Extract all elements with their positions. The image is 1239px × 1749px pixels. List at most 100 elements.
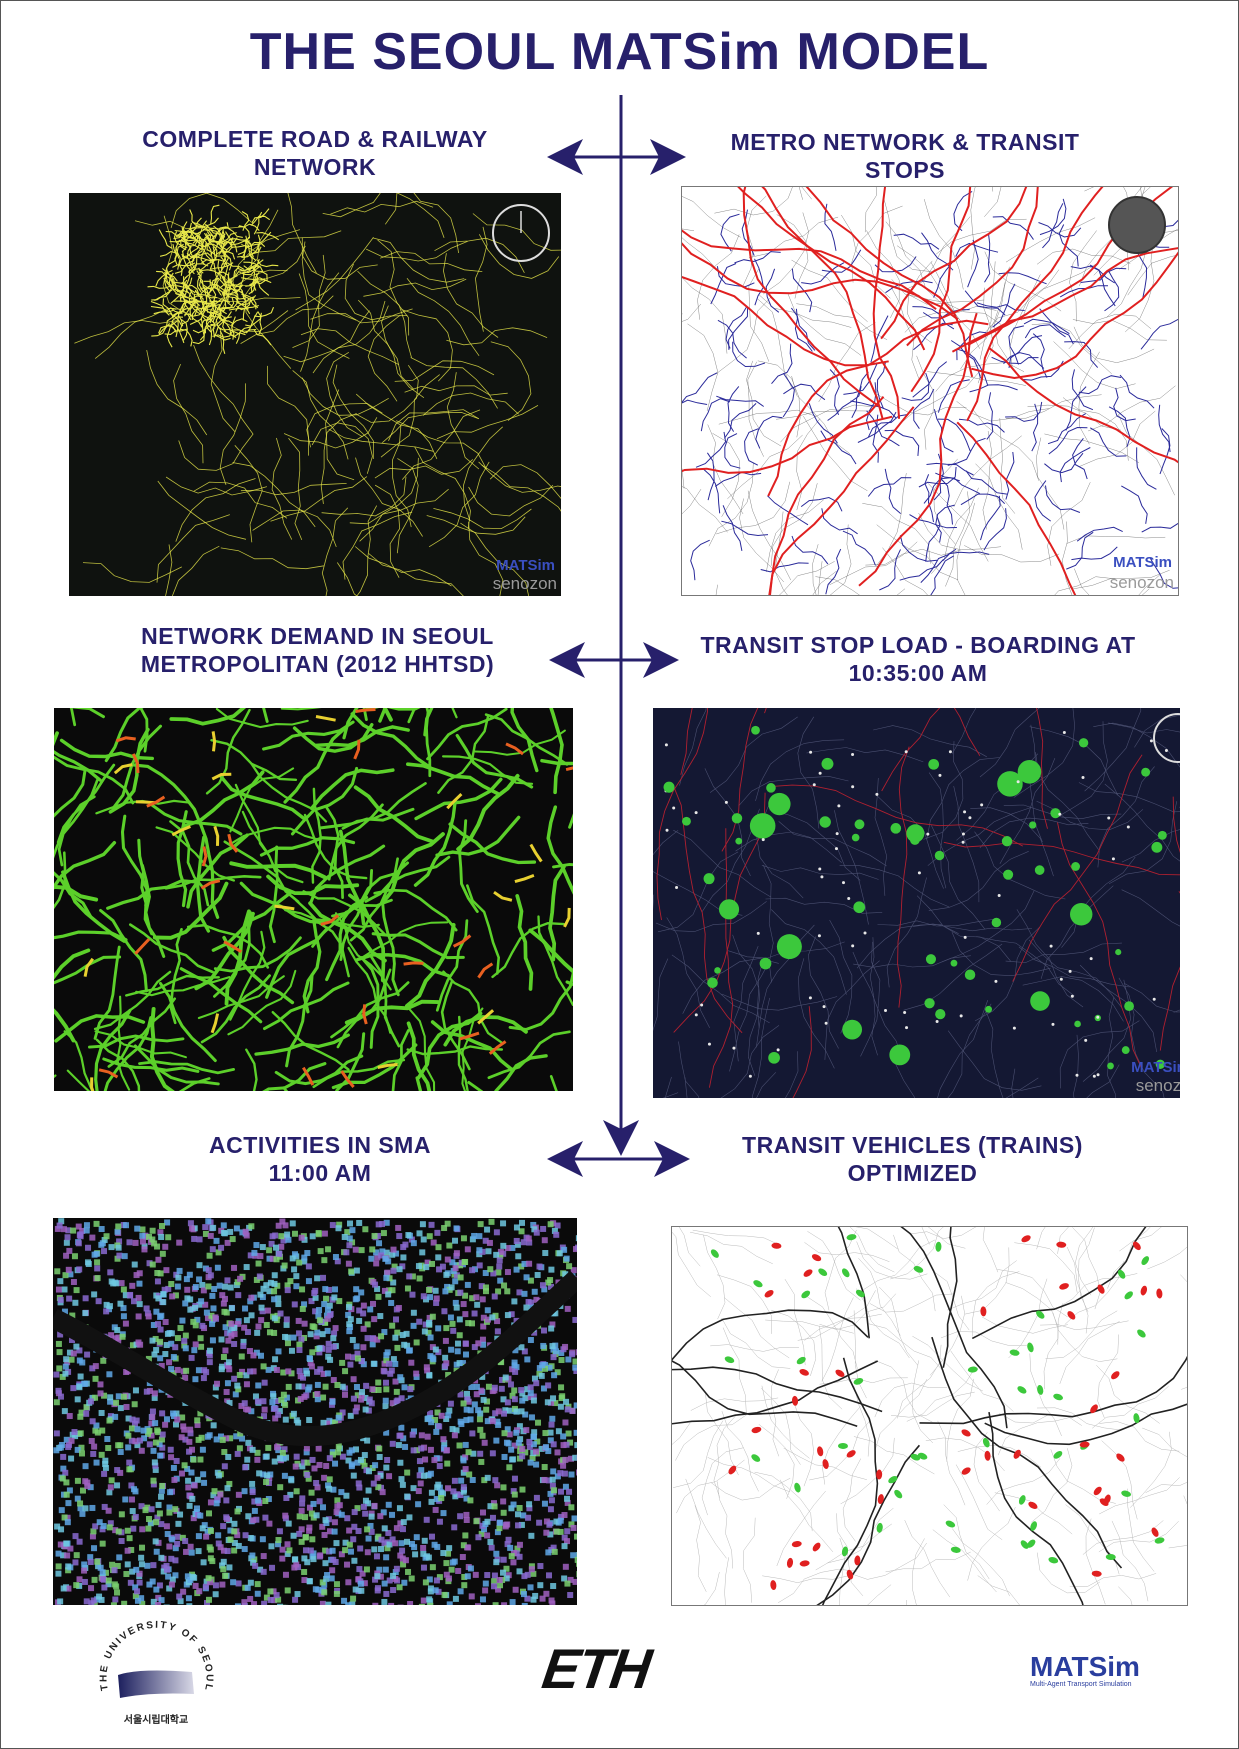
activity-dot (78, 1450, 85, 1457)
activity-dot (433, 1577, 440, 1584)
activity-dot (201, 1522, 208, 1529)
urban-road-line (245, 312, 262, 327)
activity-dot (448, 1284, 455, 1291)
urban-road-line (156, 270, 174, 286)
activity-dot (293, 1453, 300, 1460)
activity-dot (504, 1426, 511, 1433)
street-line (834, 810, 869, 925)
activity-dot (460, 1488, 467, 1495)
activity-dot (155, 1295, 162, 1302)
street-line (796, 418, 821, 511)
train-marker (1079, 1441, 1090, 1448)
metro-line (1159, 796, 1180, 1051)
activity-dot (132, 1239, 139, 1246)
activity-dot (116, 1238, 123, 1245)
street-line (829, 524, 852, 595)
activity-dot (64, 1234, 71, 1241)
congested-link (210, 1013, 220, 1034)
bus-line (1038, 222, 1082, 238)
activity-dot (396, 1432, 403, 1439)
street-line (853, 1310, 867, 1399)
street-line (967, 1506, 1016, 1581)
activity-dot (500, 1484, 507, 1491)
activity-dot (166, 1504, 173, 1511)
activity-dot (364, 1437, 371, 1444)
activity-dot (272, 1405, 279, 1412)
activity-dot (495, 1586, 502, 1593)
urban-road-line (253, 211, 263, 235)
activity-dot (73, 1343, 80, 1350)
activity-dot (205, 1267, 212, 1274)
activity-dot (557, 1528, 564, 1535)
activity-dot (325, 1601, 332, 1605)
bus-line (721, 520, 769, 537)
activity-dot (339, 1409, 346, 1416)
road-line (359, 457, 419, 542)
activity-dot (269, 1399, 276, 1406)
activity-dot (198, 1434, 205, 1441)
road-line (490, 341, 532, 421)
demand-link (198, 822, 220, 919)
activity-dot (524, 1356, 531, 1363)
stop-marker (1074, 1020, 1081, 1028)
activity-dot (533, 1380, 540, 1387)
activity-dot (282, 1571, 289, 1578)
activity-dot (60, 1552, 67, 1559)
street-line (1043, 1303, 1064, 1390)
activity-dot (446, 1545, 453, 1552)
activity-dot (252, 1393, 259, 1400)
activity-dot (559, 1393, 566, 1400)
street-line (761, 1385, 810, 1459)
activity-dot (382, 1255, 389, 1262)
street-line (909, 1227, 977, 1239)
bus-line (1059, 285, 1109, 298)
activity-dot (519, 1397, 526, 1404)
activity-dot (315, 1231, 322, 1238)
activity-dot (112, 1413, 119, 1420)
activity-dot (332, 1254, 339, 1261)
train-marker (841, 1268, 850, 1278)
activity-dot (183, 1276, 190, 1283)
activity-dot (303, 1445, 310, 1452)
train-marker (835, 1369, 845, 1377)
activity-dot (254, 1329, 261, 1336)
activity-dot (157, 1229, 164, 1236)
activity-dot (223, 1497, 230, 1504)
stop-marker (675, 886, 679, 890)
demand-link (54, 884, 99, 902)
activity-dot (158, 1487, 165, 1494)
activity-dot (135, 1339, 142, 1346)
metro-line (943, 841, 1180, 876)
activity-dot (511, 1491, 518, 1498)
activity-dot (301, 1459, 308, 1466)
activity-dot (349, 1336, 356, 1343)
activity-dot (422, 1321, 429, 1328)
bus-line (825, 548, 842, 595)
congested-link (223, 940, 243, 954)
stop-marker (1096, 1073, 1100, 1077)
activity-dot (432, 1346, 439, 1353)
bus-line (771, 343, 793, 385)
activity-dot (324, 1327, 331, 1334)
activity-dot (253, 1516, 260, 1523)
activity-dot (191, 1235, 198, 1242)
street-line (975, 463, 1023, 550)
activity-dot (280, 1454, 287, 1461)
activity-dot (342, 1539, 349, 1546)
activity-dot (494, 1328, 501, 1335)
train-marker (1067, 1311, 1076, 1320)
activity-dot (182, 1538, 189, 1545)
train-marker (770, 1580, 777, 1591)
activity-dot (59, 1475, 66, 1482)
activity-dot (220, 1547, 227, 1554)
street-line (1035, 752, 1100, 851)
activity-dot (470, 1450, 477, 1457)
activity-dot (169, 1576, 176, 1583)
activity-dot (553, 1231, 560, 1238)
activity-dot (484, 1518, 491, 1525)
activity-dot (329, 1547, 336, 1554)
train-marker (764, 1290, 774, 1298)
urban-road-line (256, 259, 279, 268)
bus-line (1065, 386, 1087, 431)
train-marker (1059, 1283, 1069, 1290)
